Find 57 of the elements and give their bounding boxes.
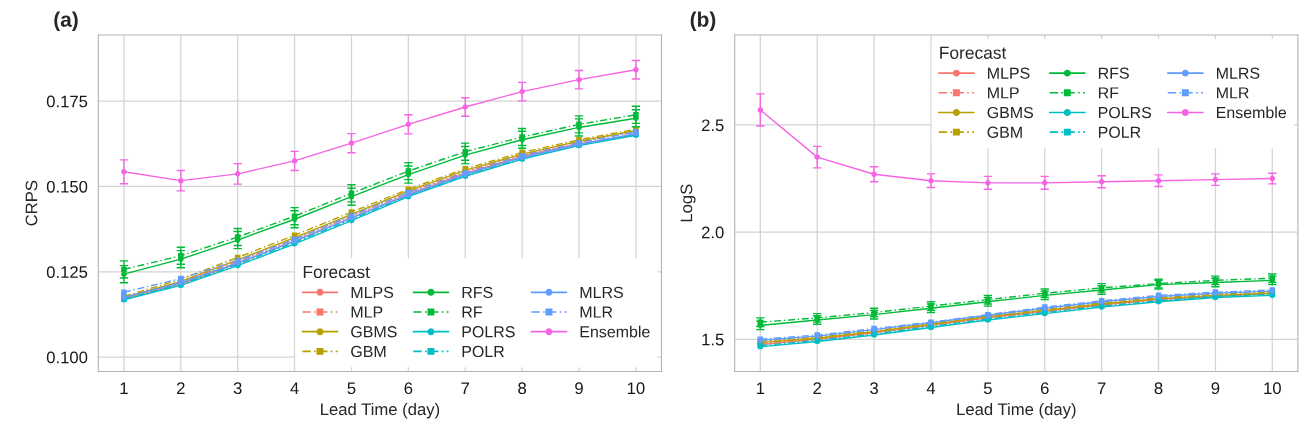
legend-title: Forecast xyxy=(940,46,1007,59)
x-axis-title: Lead Time (day) xyxy=(321,402,440,419)
y-tick-label: 2.0 xyxy=(701,226,724,239)
x-tick-label: 3 xyxy=(233,382,242,395)
legend-label: GBM xyxy=(987,126,1022,138)
chart-title: (b) xyxy=(690,11,716,31)
legend-label: MLRS xyxy=(580,286,623,299)
legend-label: RFS xyxy=(1098,67,1129,79)
y-axis-title: CRPS xyxy=(25,180,38,226)
y-tick-label: 0.100 xyxy=(46,351,88,364)
y-axis-title: LogS xyxy=(680,184,696,222)
legend-label: Ensemble xyxy=(1217,106,1286,119)
x-tick-label: 9 xyxy=(1211,382,1220,395)
x-tick-label: 4 xyxy=(926,382,936,394)
x-tick-label: 2 xyxy=(813,382,821,394)
y-tick-label: 1.5 xyxy=(702,333,724,346)
legend-label: MLR xyxy=(1217,87,1249,99)
x-tick-label: 10 xyxy=(627,382,645,395)
legend-label: MLPS xyxy=(351,286,394,299)
x-tick-label: 3 xyxy=(870,382,878,395)
x-tick-label: 8 xyxy=(518,382,527,395)
legend-label: MLP xyxy=(351,306,383,318)
y-tick-label: 0.150 xyxy=(46,180,88,193)
y-tick-label: 0.125 xyxy=(46,266,88,278)
legend-label: RFS xyxy=(462,286,493,299)
legend-label: RF xyxy=(1098,87,1119,99)
legend-label: POLR xyxy=(1098,126,1141,138)
legend-label: RF xyxy=(462,306,482,318)
x-tick-label: 5 xyxy=(347,382,356,395)
x-tick-label: 10 xyxy=(1264,382,1281,395)
x-tick-label: 4 xyxy=(290,382,299,394)
legend-label: MLP xyxy=(988,87,1019,99)
x-tick-label: 6 xyxy=(404,382,413,395)
legend-label: MLR xyxy=(580,306,613,318)
x-tick-label: 9 xyxy=(575,382,583,395)
x-tick-label: 8 xyxy=(1154,382,1163,395)
x-tick-label: 7 xyxy=(461,382,470,394)
y-tick-label: 2.5 xyxy=(701,119,724,132)
legend-label: GBM xyxy=(351,345,386,358)
x-tick-label: 1 xyxy=(120,382,128,394)
chart-title: (a) xyxy=(54,11,78,31)
legend-label: GBMS xyxy=(987,106,1034,119)
legend-label: POLRS xyxy=(1098,106,1152,119)
legend-title: Forecast xyxy=(303,266,370,279)
x-tick-label: 6 xyxy=(1040,382,1049,395)
legend-label: POLRS xyxy=(462,326,515,338)
legend-label: MLPS xyxy=(988,67,1030,79)
legend-label: MLRS xyxy=(1217,67,1260,79)
legend-label: POLR xyxy=(462,345,505,358)
legend-label: Ensemble xyxy=(580,325,650,338)
x-tick-label: 5 xyxy=(983,382,992,395)
y-tick-label: 0.175 xyxy=(46,95,88,108)
x-tick-label: 2 xyxy=(177,382,185,394)
x-axis-title: Lead Time (day) xyxy=(957,402,1076,419)
legend-label: GBMS xyxy=(351,326,397,338)
x-tick-label: 1 xyxy=(756,382,765,394)
x-tick-label: 7 xyxy=(1097,382,1106,394)
